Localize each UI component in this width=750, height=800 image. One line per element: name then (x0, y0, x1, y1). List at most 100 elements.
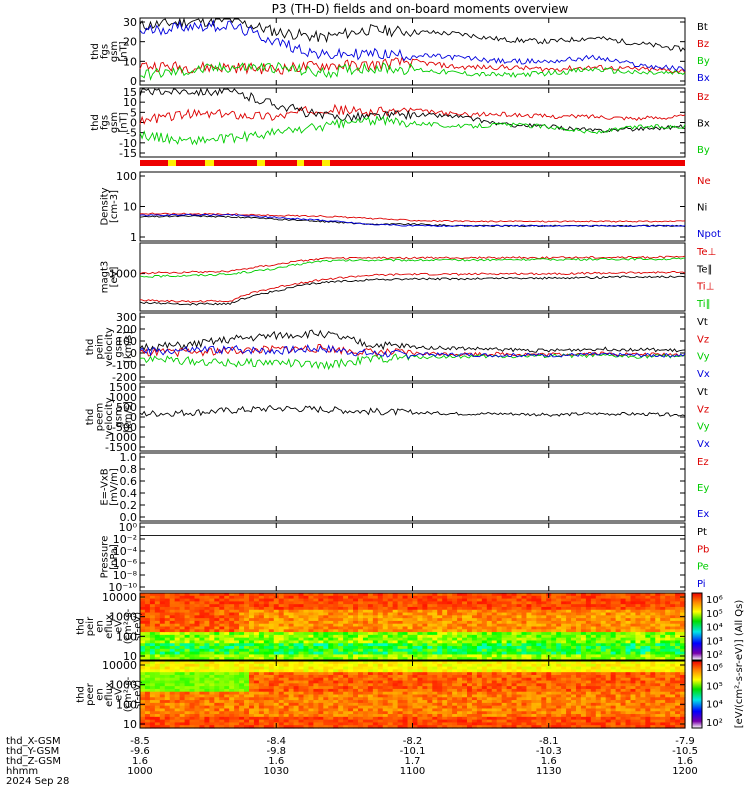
spectrogram-cell (353, 637, 359, 642)
spectrogram-cell (556, 629, 562, 633)
spectrogram-cell (358, 725, 364, 729)
spectrogram-cell (481, 666, 488, 670)
spectrogram-cell (209, 609, 215, 614)
spectrogram-cell (318, 604, 324, 608)
spectrogram-cell (333, 691, 339, 696)
spectrogram-cell (610, 604, 617, 608)
spectrogram-cell (501, 623, 508, 628)
spectrogram-cell (273, 694, 280, 698)
spectrogram-cell (239, 700, 245, 704)
spectrogram-cell (486, 598, 493, 602)
spectrogram-cell (154, 714, 161, 718)
spectrogram-cell (377, 626, 384, 630)
spectrogram-cell (486, 609, 493, 614)
spectrogram-cell (665, 604, 671, 608)
spectrogram-cell (348, 626, 354, 630)
spectrogram-cell (486, 595, 493, 600)
spectrogram-cell (397, 612, 404, 616)
spectrogram-cell (224, 700, 230, 704)
spectrogram-cell (268, 683, 275, 687)
spectrogram-cell (387, 646, 394, 650)
spectrogram-cell (367, 722, 374, 726)
spectrogram-cell (595, 634, 602, 639)
spectrogram-cell (362, 604, 369, 608)
spectrogram-cell (253, 694, 260, 698)
spectrogram-cell (546, 648, 552, 653)
spectrogram-cell (184, 702, 191, 707)
spectrogram-cell (174, 705, 181, 710)
spectrogram-cell (675, 618, 681, 622)
spectrogram-cell (506, 640, 513, 644)
spectrogram-cell (471, 677, 478, 682)
spectrogram-cell (244, 711, 250, 715)
spectrogram-cell (140, 711, 146, 715)
spectrogram-cell (209, 666, 215, 670)
spectrogram-cell (328, 618, 334, 622)
spectrogram-cell (273, 629, 280, 633)
spectrogram-cell (244, 593, 250, 597)
spectrogram-cell (571, 612, 577, 616)
spectrogram-cell (620, 593, 627, 597)
spectrogram-cell (427, 593, 433, 597)
spectrogram-cell (288, 686, 295, 690)
spectrogram-cell (511, 615, 518, 619)
spectrogram-cell (293, 593, 300, 597)
spectrogram-cell (298, 646, 305, 650)
spectrogram-cell (402, 694, 409, 698)
spectrogram-cell (615, 632, 622, 636)
y-tick-label: 10⁰ (119, 521, 138, 534)
spectrogram-cell (556, 637, 562, 642)
spectrogram-cell (467, 640, 473, 644)
spectrogram-cell (387, 683, 394, 687)
spectrogram-cell (184, 598, 191, 602)
spectrogram-cell (258, 632, 265, 636)
spectrogram-cell (367, 697, 374, 701)
spectrogram-cell (189, 604, 196, 608)
spectrogram-cell (229, 654, 235, 658)
spectrogram-cell (328, 661, 334, 665)
spectrogram-cell (179, 623, 186, 628)
spectrogram-cell (447, 719, 453, 724)
spectrogram-cell (551, 697, 557, 701)
spectrogram-cell (437, 601, 443, 605)
spectrogram-cell (367, 601, 374, 605)
spectrogram-cell (219, 722, 225, 726)
spectrogram-cell (486, 661, 493, 665)
spectrogram-cell (164, 648, 171, 653)
spectrogram-cell (174, 629, 181, 633)
spectrogram-cell (318, 688, 324, 693)
spectrogram-cell (253, 637, 260, 642)
spectrogram-cell (199, 674, 205, 679)
spectrogram-cell (620, 595, 627, 600)
spectrogram-cell (249, 702, 255, 707)
spectrogram-cell (382, 722, 389, 726)
spectrogram-cell (377, 711, 384, 715)
spectrogram-cell (159, 697, 166, 701)
spectrogram-cell (367, 669, 374, 673)
spectrogram-cell (407, 661, 414, 665)
spectrogram-cell (377, 674, 384, 679)
spectrogram-cell (377, 663, 384, 668)
spectrogram-cell (343, 629, 349, 633)
spectrogram-cell (605, 615, 612, 619)
spectrogram-cell (209, 691, 215, 696)
spectrogram-cell (427, 702, 433, 707)
spectrogram-cell (244, 657, 250, 661)
spectrogram-cell (566, 601, 572, 605)
spectrogram-cell (496, 623, 503, 628)
spectrogram-cell (585, 612, 592, 616)
spectrogram-cell (407, 634, 414, 639)
spectrogram-cell (343, 697, 349, 701)
spectrogram-cell (561, 640, 567, 644)
spectrogram-cell (343, 637, 349, 642)
spectrogram-cell (209, 598, 215, 602)
spectrogram-cell (407, 700, 414, 704)
spectrogram-cell (670, 651, 676, 656)
spectrogram-cell (293, 643, 300, 647)
spectrogram-cell (303, 634, 310, 639)
spectrogram-cell (585, 593, 592, 597)
spectrogram-cell (288, 694, 295, 698)
spectrogram-cell (258, 674, 265, 679)
